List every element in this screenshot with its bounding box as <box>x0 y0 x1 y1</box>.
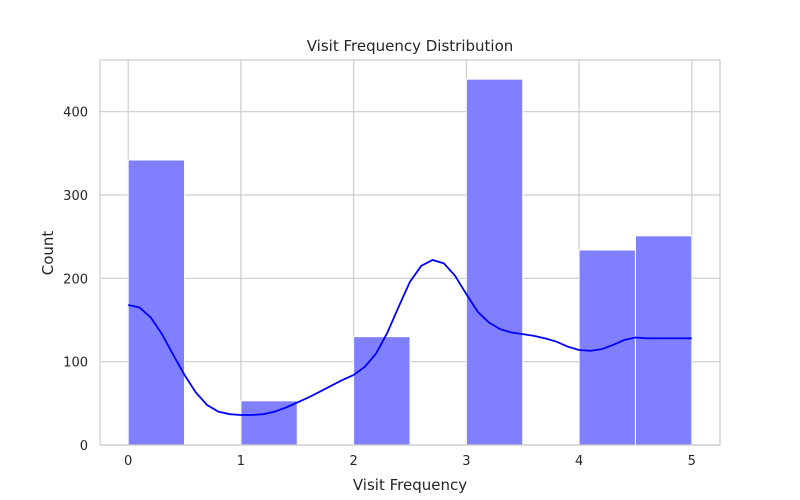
y-tick-label-0: 0 <box>80 439 88 454</box>
x-tick-label-5: 5 <box>688 454 696 469</box>
x-tick-label-4: 4 <box>575 454 583 469</box>
histogram-bar-6 <box>465 78 524 446</box>
chart-title: Visit Frequency Distribution <box>307 37 514 55</box>
kde-density-line <box>127 259 692 416</box>
x-tick-label-0: 0 <box>124 454 132 469</box>
x-tick-label-1: 1 <box>237 454 245 469</box>
y-tick-label-1: 100 <box>63 356 88 371</box>
histogram-bar-2 <box>240 400 298 446</box>
x-tick-label-2: 2 <box>349 454 357 469</box>
x-tick-label-3: 3 <box>462 454 470 469</box>
y-tick-label-2: 200 <box>63 272 88 287</box>
x-tick-labels: 0 1 2 3 4 5 <box>124 454 696 469</box>
x-axis-title: Visit Frequency <box>353 476 467 494</box>
y-axis-title: Count <box>39 231 57 276</box>
histogram-bar-9 <box>634 235 693 446</box>
y-tick-labels: 0 100 200 300 400 <box>63 106 88 454</box>
grid-lines <box>100 60 720 446</box>
histogram-bar-0 <box>127 159 186 446</box>
y-tick-label-3: 300 <box>63 189 88 204</box>
plot-frame <box>99 59 721 446</box>
histogram-bars <box>127 78 693 446</box>
histogram-bar-4 <box>353 336 411 446</box>
y-tick-label-4: 400 <box>63 106 88 121</box>
